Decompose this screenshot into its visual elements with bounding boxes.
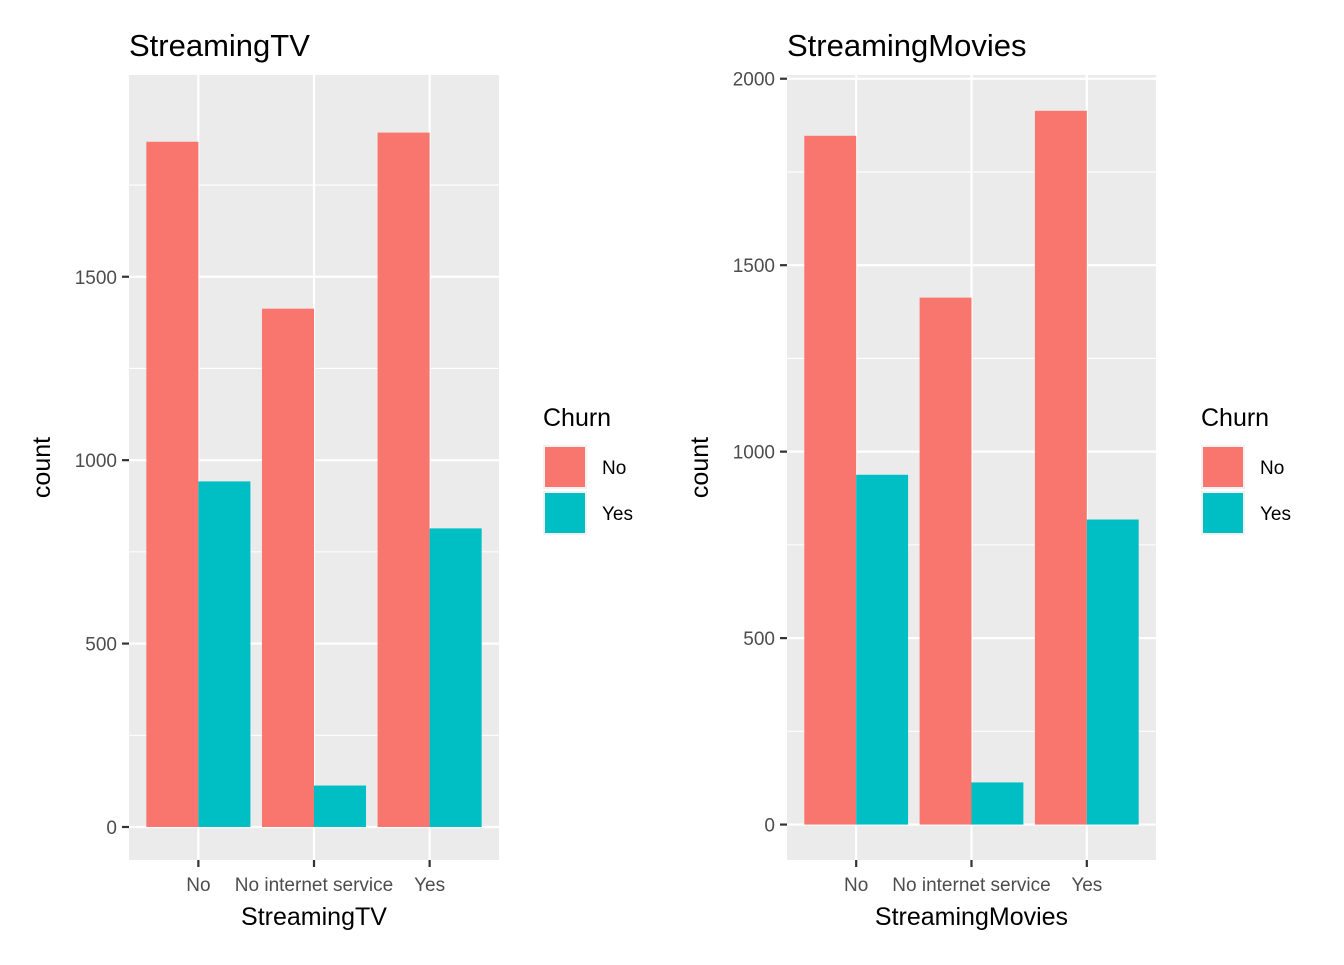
bar-no-1 bbox=[261, 308, 314, 827]
x-tick-label: No internet service bbox=[892, 875, 1050, 896]
y-tick-label: 1500 bbox=[733, 256, 775, 277]
chart-title: StreamingTV bbox=[129, 28, 310, 63]
bar-no-0 bbox=[146, 141, 199, 827]
bar-yes-2 bbox=[429, 528, 482, 827]
legend-title: Churn bbox=[543, 404, 611, 432]
legend-key-no bbox=[545, 447, 585, 487]
legend-key-yes bbox=[1203, 493, 1243, 533]
bar-no-0 bbox=[804, 135, 857, 825]
bar-yes-1 bbox=[314, 785, 367, 827]
x-tick-label: No bbox=[844, 875, 868, 896]
y-tick-label: 1500 bbox=[75, 268, 117, 289]
bar-no-1 bbox=[919, 297, 972, 825]
bar-yes-2 bbox=[1086, 519, 1139, 825]
legend-label-yes: Yes bbox=[1260, 504, 1291, 525]
legend-label-yes: Yes bbox=[602, 504, 633, 525]
x-axis-label: StreamingTV bbox=[241, 903, 387, 931]
legend: Churn No Yes bbox=[1201, 404, 1291, 535]
x-tick-label: Yes bbox=[1071, 875, 1102, 896]
chart-panel-2: 0 500 1000 1500 2000 No No internet service Yes… bbox=[686, 28, 1291, 931]
legend-key-no bbox=[1203, 447, 1243, 487]
bar-no-2 bbox=[377, 132, 430, 827]
y-tick-label: 1000 bbox=[733, 443, 775, 464]
x-tick-label: No bbox=[186, 875, 210, 896]
y-tick-label: 1000 bbox=[75, 451, 117, 472]
legend-title: Churn bbox=[1201, 404, 1269, 432]
legend-label-no: No bbox=[1260, 458, 1284, 479]
bar-yes-1 bbox=[971, 782, 1024, 825]
chart-title: StreamingMovies bbox=[787, 28, 1026, 63]
y-axis-label: count bbox=[28, 437, 56, 498]
x-axis-label: StreamingMovies bbox=[875, 903, 1068, 931]
chart-panel-1: 0 500 1000 1500 No No internet service Yes Stre… bbox=[28, 28, 633, 931]
bar-yes-0 bbox=[198, 481, 251, 827]
x-tick-label: Yes bbox=[414, 875, 445, 896]
bar-no-2 bbox=[1034, 110, 1087, 825]
legend-label-no: No bbox=[602, 458, 626, 479]
y-tick-label: 500 bbox=[743, 629, 775, 650]
y-tick-label: 0 bbox=[106, 818, 117, 839]
y-axis-label: count bbox=[686, 437, 714, 498]
y-tick-label: 2000 bbox=[733, 70, 775, 91]
y-tick-label: 500 bbox=[85, 635, 117, 656]
bar-yes-0 bbox=[856, 474, 909, 825]
legend-key-yes bbox=[545, 493, 585, 533]
y-tick-label: 0 bbox=[764, 816, 775, 837]
x-tick-label: No internet service bbox=[235, 875, 393, 896]
legend: Churn No Yes bbox=[543, 404, 633, 535]
